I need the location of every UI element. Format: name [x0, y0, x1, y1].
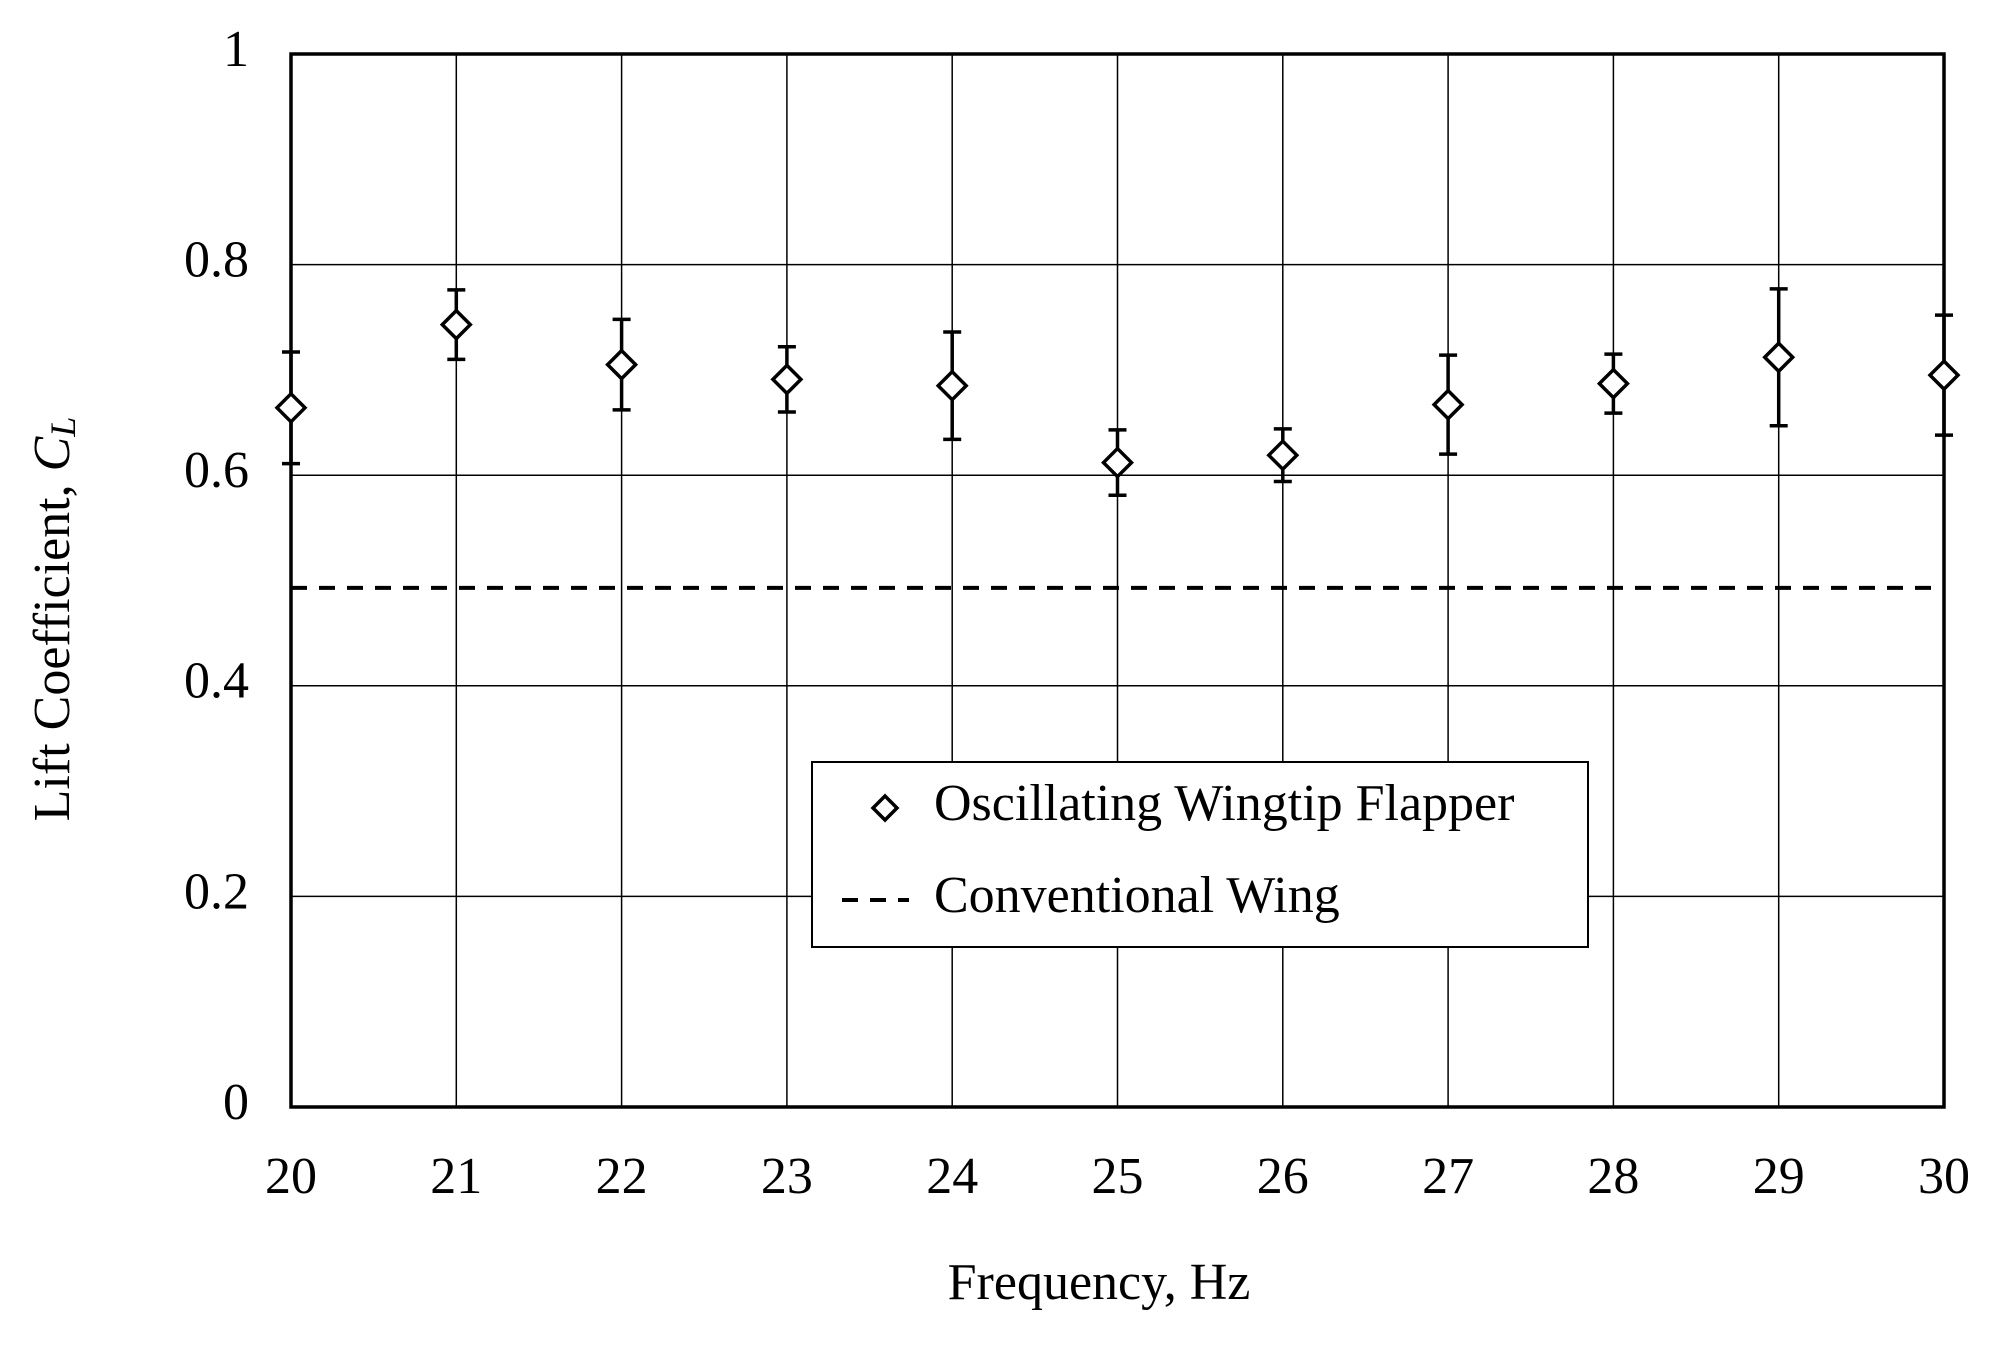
x-axis-label: Frequency, Hz — [948, 1254, 1251, 1311]
legend-label: Oscillating Wingtip Flapper — [934, 775, 1514, 832]
legend-label: Conventional Wing — [934, 867, 1340, 924]
y-tick-label: 0.8 — [184, 232, 249, 289]
y-tick-label: 0 — [223, 1074, 249, 1131]
x-tick-label: 20 — [265, 1148, 317, 1205]
data-point — [1431, 388, 1465, 422]
y-axis-label: Lift Coefficient, CL — [24, 417, 83, 822]
data-point — [1101, 446, 1134, 480]
data-point — [1927, 358, 1961, 392]
x-tick-label: 24 — [926, 1148, 978, 1205]
y-tick-label: 0.2 — [184, 863, 249, 920]
data-point — [1762, 340, 1796, 374]
y-axis-label-text: Lift Coefficient, — [24, 471, 81, 821]
data-point — [605, 348, 639, 382]
x-tick-label: 21 — [430, 1148, 482, 1205]
y-tick-label: 0.4 — [184, 653, 249, 710]
x-tick-label: 22 — [596, 1148, 648, 1205]
x-tick-label: 26 — [1257, 1148, 1309, 1205]
y-axis-label-symbol: C — [24, 435, 81, 471]
legend-box — [811, 761, 1589, 948]
data-point — [439, 308, 473, 342]
plot-frame — [289, 52, 1946, 1109]
x-tick-label: 27 — [1422, 1148, 1474, 1205]
data-point — [770, 362, 804, 396]
y-tick-label: 0.6 — [184, 442, 249, 499]
x-tick-label: 25 — [1092, 1148, 1144, 1205]
x-tick-label: 28 — [1587, 1148, 1639, 1205]
x-tick-label: 30 — [1918, 1148, 1970, 1205]
data-point — [935, 369, 969, 403]
legend-marker — [870, 793, 900, 823]
x-tick-label: 29 — [1753, 1148, 1805, 1205]
data-point — [1266, 438, 1300, 472]
x-tick-label: 23 — [761, 1148, 813, 1205]
data-point — [274, 391, 308, 425]
y-axis-label-subscript: L — [43, 417, 83, 438]
data-point — [1596, 367, 1630, 401]
y-tick-label: 1 — [223, 21, 249, 78]
